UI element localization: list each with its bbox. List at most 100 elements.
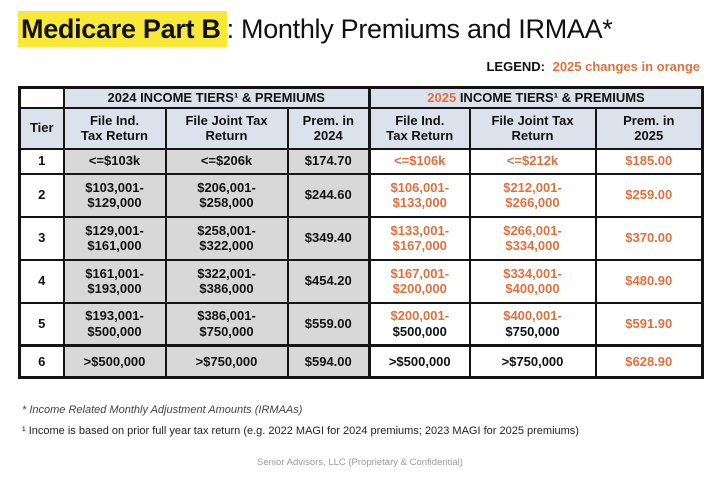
income-joint-2024: >$750,000	[164, 344, 289, 379]
income-individual-2024: >$500,000	[62, 344, 167, 379]
tier-number: 2	[18, 172, 65, 218]
cell-line: $266,000	[505, 195, 560, 211]
income-individual-2025: <=$106k	[368, 147, 471, 175]
income-joint-2025: $212,001- $266,000	[468, 172, 597, 218]
tier-number: 6	[18, 344, 65, 379]
cell-line: $193,001-	[85, 308, 144, 324]
col-header-prem-2025: Prem. in 2025	[594, 106, 704, 150]
legend-label: LEGEND:	[486, 59, 545, 74]
cell-line: >$750,000	[501, 353, 564, 369]
tier-number: 4	[18, 258, 65, 304]
income-individual-2024: $193,001- $500,000	[62, 301, 167, 347]
income-joint-2025: <=$212k	[468, 147, 597, 175]
cell-line: $559.00	[304, 316, 352, 332]
cell-line: $400,001-	[503, 308, 562, 324]
cell-line: $370.00	[625, 230, 673, 246]
col-header-ind-2025: File Ind. Tax Return	[368, 106, 471, 150]
premium-2024: $349.40	[286, 215, 371, 261]
income-individual-2024: $103,001- $129,000	[62, 172, 167, 218]
income-individual-2024: $161,001- $193,000	[62, 258, 167, 304]
cell-line: $193,000	[87, 281, 142, 297]
premium-2025: $628.90	[594, 344, 704, 379]
cell-line: <=$212k	[506, 153, 559, 169]
cell-line: $480.90	[625, 273, 673, 289]
corner-cell	[18, 86, 65, 109]
tier-number: 5	[18, 301, 65, 347]
cell-line: $133,001-	[390, 222, 450, 238]
title-rest: : Monthly Premiums and IRMAA*	[226, 14, 613, 44]
cell-line: $334,001-	[503, 265, 562, 281]
tier-number: 1	[18, 147, 65, 175]
premium-table: 2024 INCOME TIERS¹ & PREMIUMS 2025 INCOM…	[18, 86, 704, 380]
premium-2025: $591.90	[594, 301, 704, 347]
premium-2024: $559.00	[286, 301, 371, 347]
col-header-joint-2025: File Joint Tax Return	[468, 106, 597, 150]
col-header-prem-2024: Prem. in 2024	[286, 106, 371, 150]
title-highlight: Medicare Part B	[18, 11, 227, 47]
premium-2025: $259.00	[594, 172, 704, 218]
footnote-irmaa: * Income Related Monthly Adjustment Amou…	[22, 404, 303, 416]
cell-line: $244.60	[304, 187, 352, 203]
cell-line: $750,000	[199, 324, 254, 340]
cell-line: $334,000	[505, 238, 560, 254]
cell-line: $266,001-	[503, 222, 562, 238]
cell-line: >$750,000	[195, 353, 258, 369]
premium-2024: $174.70	[286, 147, 371, 175]
income-individual-2025: $106,001- $133,000	[368, 172, 471, 218]
col-header-ind-2024: File Ind. Tax Return	[62, 106, 167, 150]
income-individual-2025: $133,001- $167,000	[368, 215, 471, 261]
cell-line: $454.20	[304, 273, 352, 289]
premium-2024: $454.20	[286, 258, 371, 304]
cell-line: $161,001-	[85, 265, 144, 281]
cell-line: $185.00	[625, 153, 673, 169]
cell-line: $322,000	[199, 238, 254, 254]
income-joint-2025: $266,001- $334,000	[468, 215, 597, 261]
income-joint-2024: $386,001- $750,000	[164, 301, 289, 347]
premium-2025: $480.90	[594, 258, 704, 304]
cell-line: <=$103k	[88, 153, 141, 169]
cell-line: $591.90	[625, 316, 673, 332]
footer-confidentiality: Senior Advisors, LLC (Proprietary & Conf…	[257, 457, 463, 468]
cell-line: $161,000	[87, 238, 142, 254]
cell-line: $500,000	[87, 324, 142, 340]
premium-2024: $594.00	[286, 344, 371, 379]
cell-line: <=$206k	[200, 153, 253, 169]
col-header-joint-2024: File Joint Tax Return	[164, 106, 289, 150]
table-row: 5 $193,001- $500,000 $386,001- $750,000 $559.…	[18, 301, 704, 347]
cell-line: $106,001-	[390, 179, 450, 195]
income-joint-2024: $322,001- $386,000	[164, 258, 289, 304]
cell-line: $386,001-	[197, 308, 256, 324]
cell-line: $322,001-	[197, 265, 256, 281]
income-joint-2025: >$750,000	[468, 344, 597, 379]
cell-line: $628.90	[625, 353, 673, 369]
footnote-income-basis: ¹ Income is based on prior full year tax…	[22, 425, 579, 437]
cell-line: $200,001-	[390, 308, 450, 324]
group-header-2024: 2024 INCOME TIERS¹ & PREMIUMS	[62, 86, 371, 109]
income-joint-2024: <=$206k	[164, 147, 289, 175]
group-header-row: 2024 INCOME TIERS¹ & PREMIUMS 2025 INCOM…	[18, 86, 704, 109]
legend: LEGEND: 2025 changes in orange	[486, 59, 700, 74]
cell-line: <=$106k	[394, 153, 446, 169]
premium-table-body: 1 <=$103k <=$206k $174.70 <=$106k <=$212k $185…	[18, 147, 704, 379]
cell-line: $386,000	[199, 281, 254, 297]
tier-number: 3	[18, 215, 65, 261]
cell-line: $594.00	[304, 353, 352, 369]
cell-line: $258,001-	[197, 222, 256, 238]
premium-2025: $370.00	[594, 215, 704, 261]
income-individual-2025: $200,001- $500,000	[368, 301, 471, 347]
table-row: 1 <=$103k <=$206k $174.70 <=$106k <=$212k $185…	[18, 147, 704, 175]
cell-line: $258,000	[199, 195, 254, 211]
cell-line: $349.40	[304, 230, 352, 246]
cell-line: $167,000	[392, 238, 447, 254]
income-individual-2024: <=$103k	[62, 147, 167, 175]
cell-line: $133,000	[392, 195, 447, 211]
col-header-tier: Tier	[18, 106, 65, 150]
income-individual-2024: $129,001- $161,000	[62, 215, 167, 261]
cell-line: $167,001-	[390, 265, 450, 281]
premium-2024: $244.60	[286, 172, 371, 218]
cell-line: >$500,000	[83, 353, 146, 369]
income-joint-2025: $400,001- $750,000	[468, 301, 597, 347]
cell-line: $174.70	[304, 153, 352, 169]
cell-line: $259.00	[625, 187, 673, 203]
